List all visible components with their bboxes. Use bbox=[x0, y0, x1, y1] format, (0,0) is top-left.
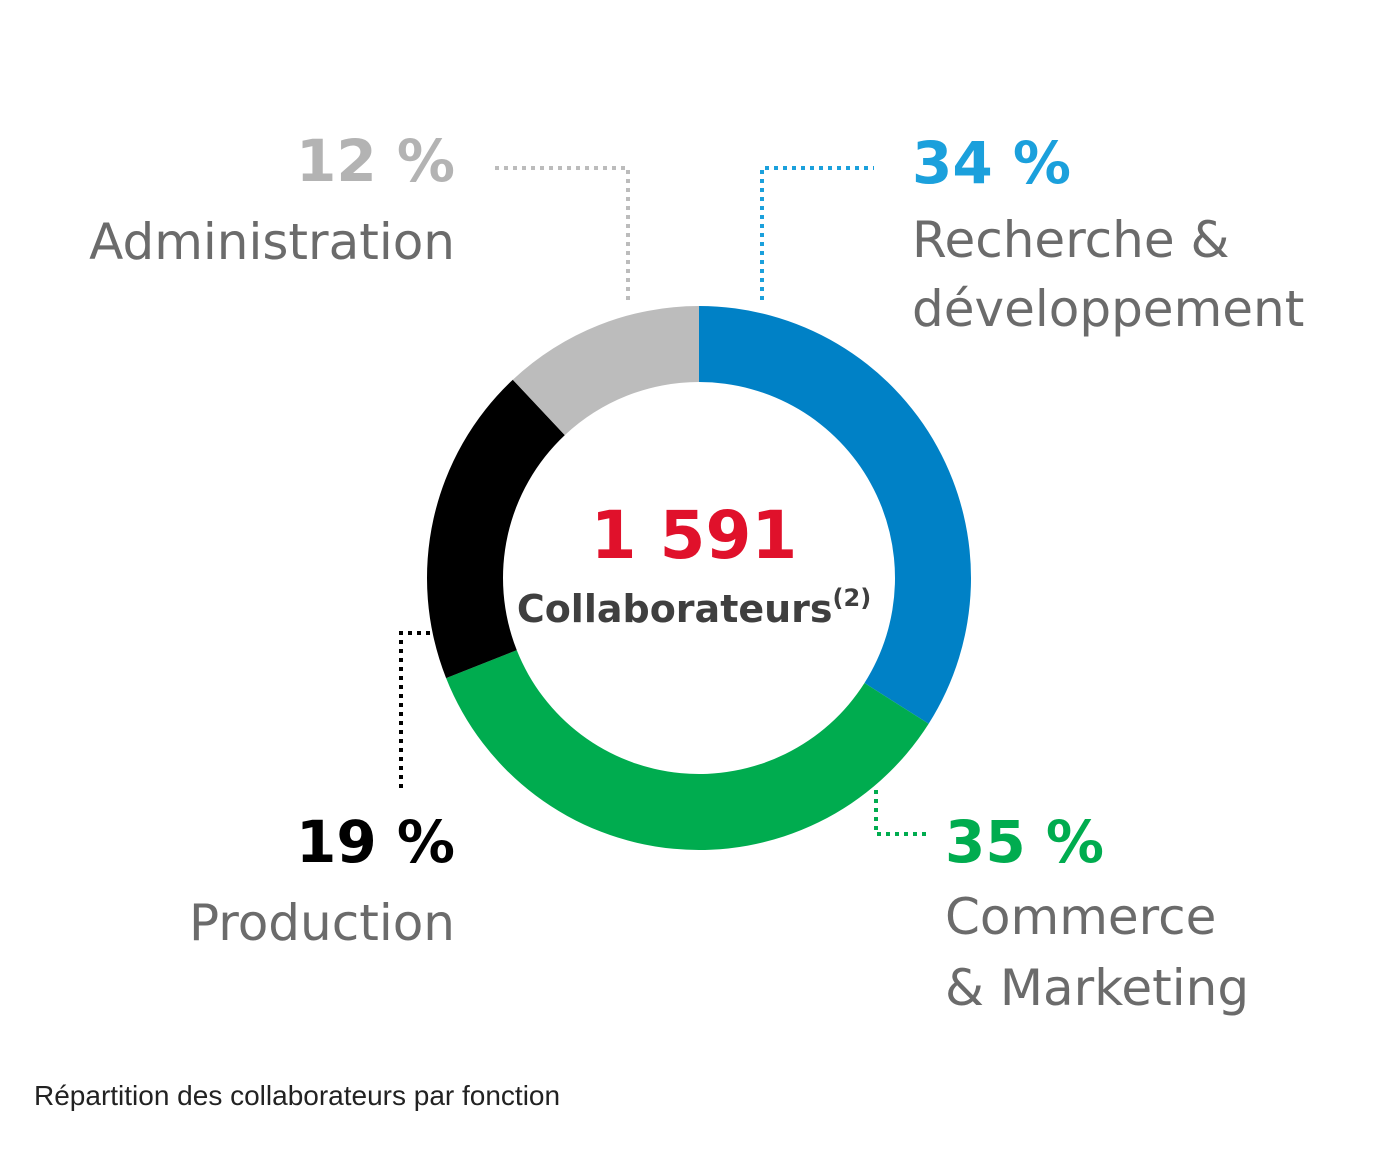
label-category-commerce-line-2: & Marketing bbox=[945, 959, 1249, 1017]
total-value: 1 591 bbox=[591, 497, 798, 574]
label-category-production-line-1: Production bbox=[189, 894, 455, 952]
label-pct-production: 19 % bbox=[296, 808, 455, 876]
label-pct-admin: 12 % bbox=[296, 127, 455, 195]
slice-commerce bbox=[446, 650, 929, 850]
slice-production bbox=[427, 379, 565, 679]
label-pct-rd: 34 % bbox=[912, 129, 1071, 197]
total-label: Collaborateurs(2) bbox=[517, 584, 871, 631]
slice-admin bbox=[512, 306, 699, 436]
total-label-text: Collaborateurs bbox=[517, 587, 833, 631]
leader-line-admin bbox=[494, 166, 630, 300]
label-category-rd-line-1: Recherche & bbox=[912, 211, 1229, 269]
total-label-footnote: (2) bbox=[833, 584, 872, 612]
slice-rd bbox=[699, 306, 971, 724]
leader-line-rd bbox=[760, 166, 874, 300]
chart-caption: Répartition des collaborateurs par fonct… bbox=[34, 1080, 561, 1111]
leader-line-production bbox=[399, 631, 430, 790]
label-category-commerce-line-1: Commerce bbox=[945, 888, 1216, 946]
leader-line-commerce bbox=[874, 790, 926, 836]
label-category-rd-line-2: développement bbox=[912, 280, 1304, 338]
label-category-admin-line-1: Administration bbox=[89, 213, 455, 271]
label-pct-commerce: 35 % bbox=[945, 808, 1104, 876]
